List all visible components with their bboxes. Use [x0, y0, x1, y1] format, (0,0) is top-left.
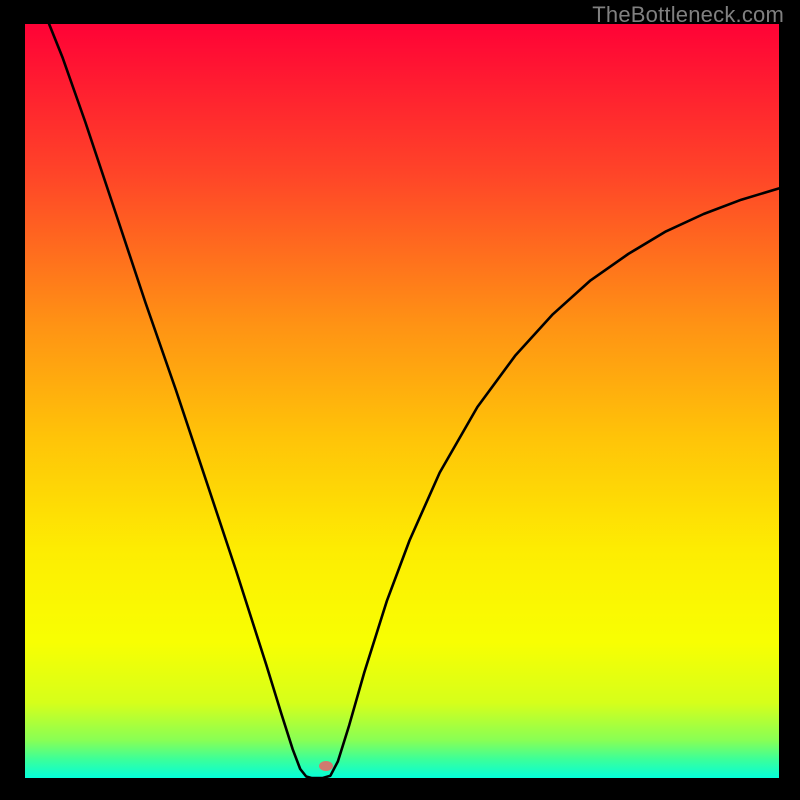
vertex-marker [319, 761, 333, 771]
plot-area [25, 24, 779, 778]
watermark-text: TheBottleneck.com [592, 2, 784, 28]
chart-svg [25, 24, 779, 778]
gradient-background [25, 24, 779, 778]
chart-stage: { "chart": { "type": "line", "canvas": {… [0, 0, 800, 800]
